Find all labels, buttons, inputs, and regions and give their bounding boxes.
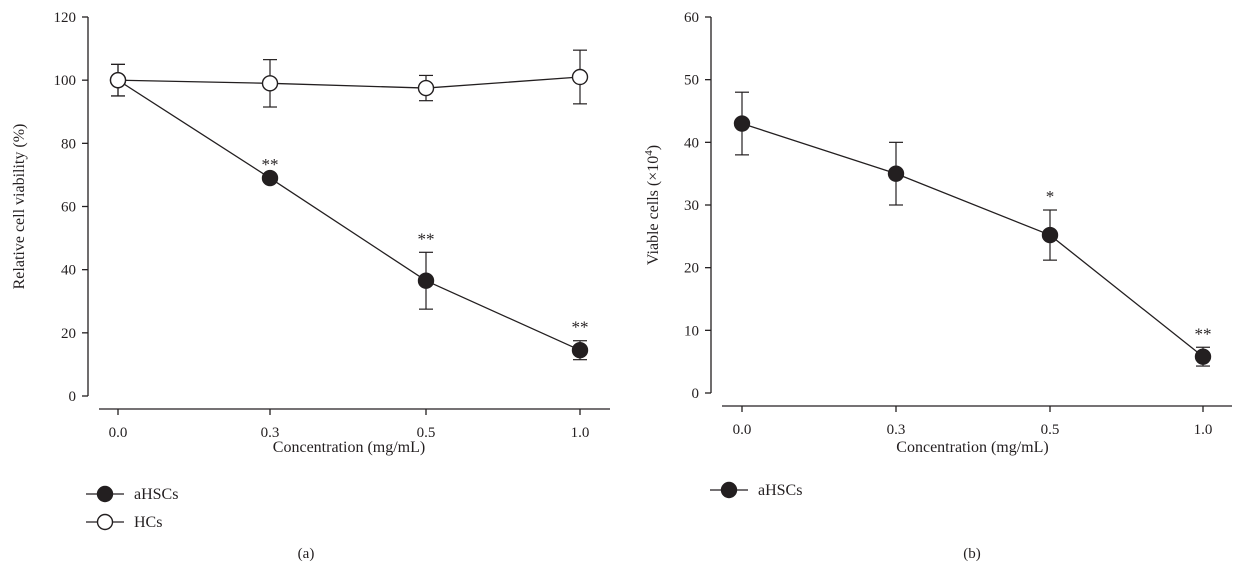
x-tick-label: 0.3 bbox=[887, 422, 906, 438]
panel-caption: (b) bbox=[963, 546, 981, 562]
data-point-aHSCs bbox=[571, 342, 589, 359]
legend-marker bbox=[96, 513, 114, 531]
legend-label: HCs bbox=[134, 514, 162, 531]
x-tick-label: 1.0 bbox=[571, 425, 590, 441]
y-tick-label: 0 bbox=[69, 389, 77, 405]
y-tick-label: 80 bbox=[61, 136, 76, 152]
legend-label: aHSCs bbox=[758, 482, 802, 499]
significance-label: ** bbox=[262, 155, 279, 174]
y-tick-label: 20 bbox=[61, 326, 76, 342]
panel-b-chart: 0 10 20 30 40 50 60 0.0 0.3 0.5 1.0 Concentration (… bbox=[643, 10, 1232, 562]
y-tick-label: 30 bbox=[684, 198, 699, 214]
x-tick-label: 0.0 bbox=[733, 422, 752, 438]
data-point-HCs bbox=[571, 68, 589, 86]
x-axis-label: Concentration (mg/mL) bbox=[896, 439, 1048, 456]
y-tick-label: 0 bbox=[692, 386, 700, 402]
data-point-aHSCs bbox=[887, 165, 905, 182]
series-line-aHSCs bbox=[741, 122, 1204, 358]
significance-label: * bbox=[1046, 187, 1055, 206]
x-tick-label: 0.5 bbox=[1041, 422, 1060, 438]
significance-label: ** bbox=[418, 229, 435, 248]
significance-label: ** bbox=[1195, 324, 1212, 343]
legend-marker bbox=[720, 481, 738, 499]
y-tick-label: 10 bbox=[684, 323, 699, 339]
y-tick-label: 100 bbox=[54, 73, 77, 89]
panel-a-chart: 0 20 40 60 80 100 120 0.0 0.3 0.5 1.0 Concentration… bbox=[11, 10, 610, 562]
y-tick-label: 60 bbox=[684, 10, 699, 26]
y-tick-label: 120 bbox=[54, 10, 77, 26]
series-line-aHSCs bbox=[117, 79, 581, 351]
y-axis-label-main: Relative cell viability (%) bbox=[11, 124, 28, 290]
series-line-HCs bbox=[117, 76, 581, 89]
x-tick-label: 0.0 bbox=[109, 425, 128, 441]
data-point-HCs bbox=[109, 71, 127, 89]
data-point-HCs bbox=[417, 79, 435, 97]
x-tick-label: 1.0 bbox=[1194, 422, 1213, 438]
data-point-aHSCs bbox=[261, 169, 279, 187]
y-tick-label: 50 bbox=[684, 73, 699, 89]
legend-marker bbox=[96, 485, 114, 503]
y-axis-label: Relative cell viability (%) bbox=[11, 124, 28, 290]
data-point-HCs bbox=[261, 75, 279, 92]
y-tick-label: 60 bbox=[61, 200, 76, 216]
y-tick-label: 40 bbox=[684, 135, 699, 151]
significance-label: ** bbox=[572, 318, 589, 337]
panel-caption: (a) bbox=[298, 546, 315, 562]
data-point-aHSCs bbox=[1041, 226, 1059, 244]
y-axis-label-main: Viable cells (×10 bbox=[645, 156, 662, 265]
legend-label: aHSCs bbox=[134, 486, 178, 503]
x-tick-label: 0.3 bbox=[261, 425, 280, 441]
x-axis-label: Concentration (mg/mL) bbox=[273, 439, 425, 456]
y-tick-label: 40 bbox=[61, 263, 76, 279]
y-axis-label-exponent: 4 bbox=[643, 150, 655, 156]
data-point-aHSCs bbox=[417, 272, 435, 289]
data-point-aHSCs bbox=[733, 115, 751, 132]
data-point-aHSCs bbox=[1194, 348, 1212, 365]
y-axis-label: Viable cells (×104) bbox=[643, 145, 662, 265]
x-tick-label: 0.5 bbox=[417, 425, 436, 441]
y-tick-label: 20 bbox=[684, 261, 699, 277]
y-axis-label-suffix: ) bbox=[645, 145, 662, 150]
